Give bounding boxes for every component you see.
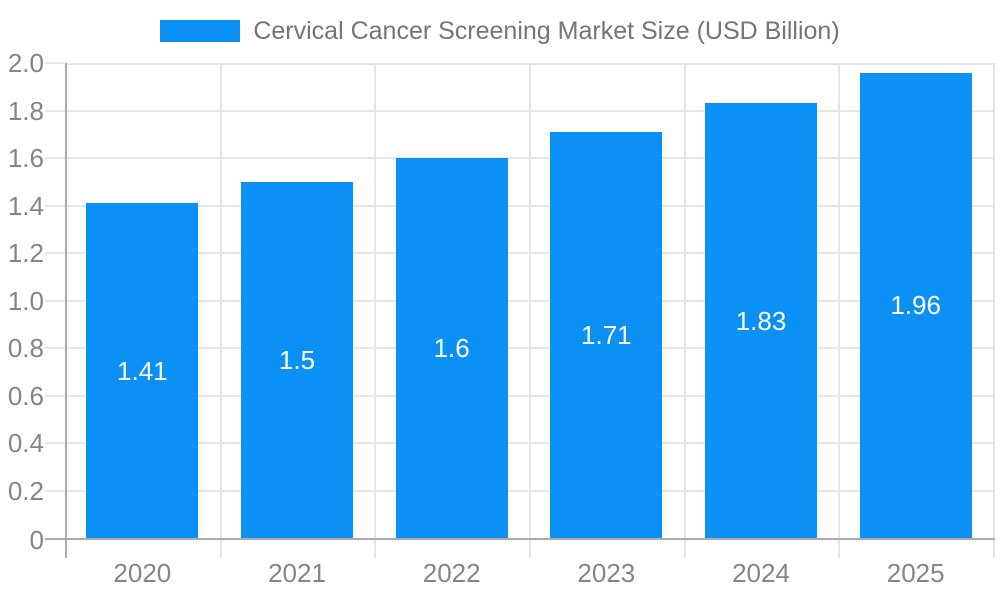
y-tick-label: 0.4 — [7, 428, 44, 458]
bar-value-label: 1.83 — [735, 305, 787, 336]
y-tick-mark — [45, 299, 65, 302]
x-tick-label: 2024 — [732, 558, 790, 588]
x-axis-labels: 2020 2021 2022 2023 2024 2025 — [67, 560, 995, 590]
gridline-h — [67, 489, 995, 492]
y-axis-labels: 0 0.2 0.4 0.6 0.8 1.0 1.2 1.4 1.6 1.8 2.0 — [0, 50, 44, 553]
bar-value-label: 1.71 — [581, 319, 632, 350]
y-tick-label: 1.8 — [7, 95, 44, 126]
y-tick-label: 1.6 — [7, 143, 44, 173]
x-tick-mark — [65, 540, 67, 558]
y-tick-label: 0.6 — [7, 380, 44, 411]
y-tick-mark — [45, 62, 65, 64]
x-tick-mark — [993, 540, 995, 558]
gridline-h — [67, 252, 995, 254]
bar-value-label: 1.41 — [117, 355, 168, 386]
gridline-h — [67, 299, 995, 302]
y-tick-label: 2.0 — [7, 48, 44, 78]
x-tick-label: 2025 — [886, 558, 945, 588]
y-tick-mark — [45, 157, 65, 159]
legend: Cervical Cancer Screening Market Size (U… — [0, 18, 1000, 44]
bar-value-label: 1.96 — [890, 290, 941, 321]
bar-2025: 1.96 — [859, 72, 972, 538]
x-tick-label: 2020 — [113, 558, 172, 588]
gridline-v — [374, 63, 377, 538]
gridline-v — [993, 63, 995, 538]
y-tick-label: 1.4 — [7, 190, 44, 221]
y-tick-label: 1.2 — [7, 238, 44, 268]
y-tick-label: 0.2 — [7, 475, 44, 506]
y-tick-mark — [45, 204, 65, 207]
gridline-v — [683, 63, 686, 538]
y-tick-mark — [45, 489, 65, 492]
gridline-h — [67, 442, 995, 444]
plot-area: 1.41 1.5 1.6 1.71 1.83 1.96 — [45, 62, 995, 558]
x-tick-mark — [683, 540, 686, 558]
legend-label: Cervical Cancer Screening Market Size (U… — [253, 17, 840, 45]
legend-swatch-icon — [160, 20, 241, 42]
x-tick-mark — [219, 540, 222, 558]
bar-2021: 1.5 — [241, 181, 353, 538]
y-tick-mark — [45, 442, 65, 444]
y-tick-mark — [45, 347, 65, 349]
x-tick-mark — [374, 540, 377, 558]
bar-value-label: 1.6 — [433, 333, 470, 363]
bar-2022: 1.6 — [395, 158, 508, 538]
gridline-h — [67, 157, 995, 159]
y-tick-label: 1.0 — [7, 285, 44, 316]
x-tick-mark — [529, 540, 531, 558]
bar-value-label: 1.5 — [278, 344, 316, 375]
gridline-v — [529, 63, 531, 538]
bar-2020: 1.41 — [86, 203, 199, 538]
gridline-v — [219, 63, 222, 538]
gridline-v — [838, 63, 841, 538]
y-tick-mark — [45, 394, 65, 397]
x-tick-label: 2023 — [577, 558, 636, 588]
y-tick-mark — [45, 252, 65, 254]
gridline-h — [67, 109, 995, 112]
y-tick-mark — [45, 538, 65, 540]
gridline-h — [67, 204, 995, 207]
bar-2024: 1.83 — [705, 103, 817, 538]
x-tick-label: 2021 — [268, 558, 326, 588]
gridline-h — [67, 347, 995, 349]
legend-item[interactable]: Cervical Cancer Screening Market Size (U… — [160, 17, 840, 45]
bar-2023: 1.71 — [550, 131, 663, 538]
y-tick-label: 0.8 — [7, 333, 44, 363]
gridline-h — [67, 394, 995, 397]
y-tick-label: 0 — [29, 525, 44, 555]
x-tick-label: 2022 — [422, 558, 481, 588]
gridline-h — [67, 63, 995, 65]
x-tick-mark — [838, 540, 841, 558]
y-tick-mark — [45, 109, 65, 112]
